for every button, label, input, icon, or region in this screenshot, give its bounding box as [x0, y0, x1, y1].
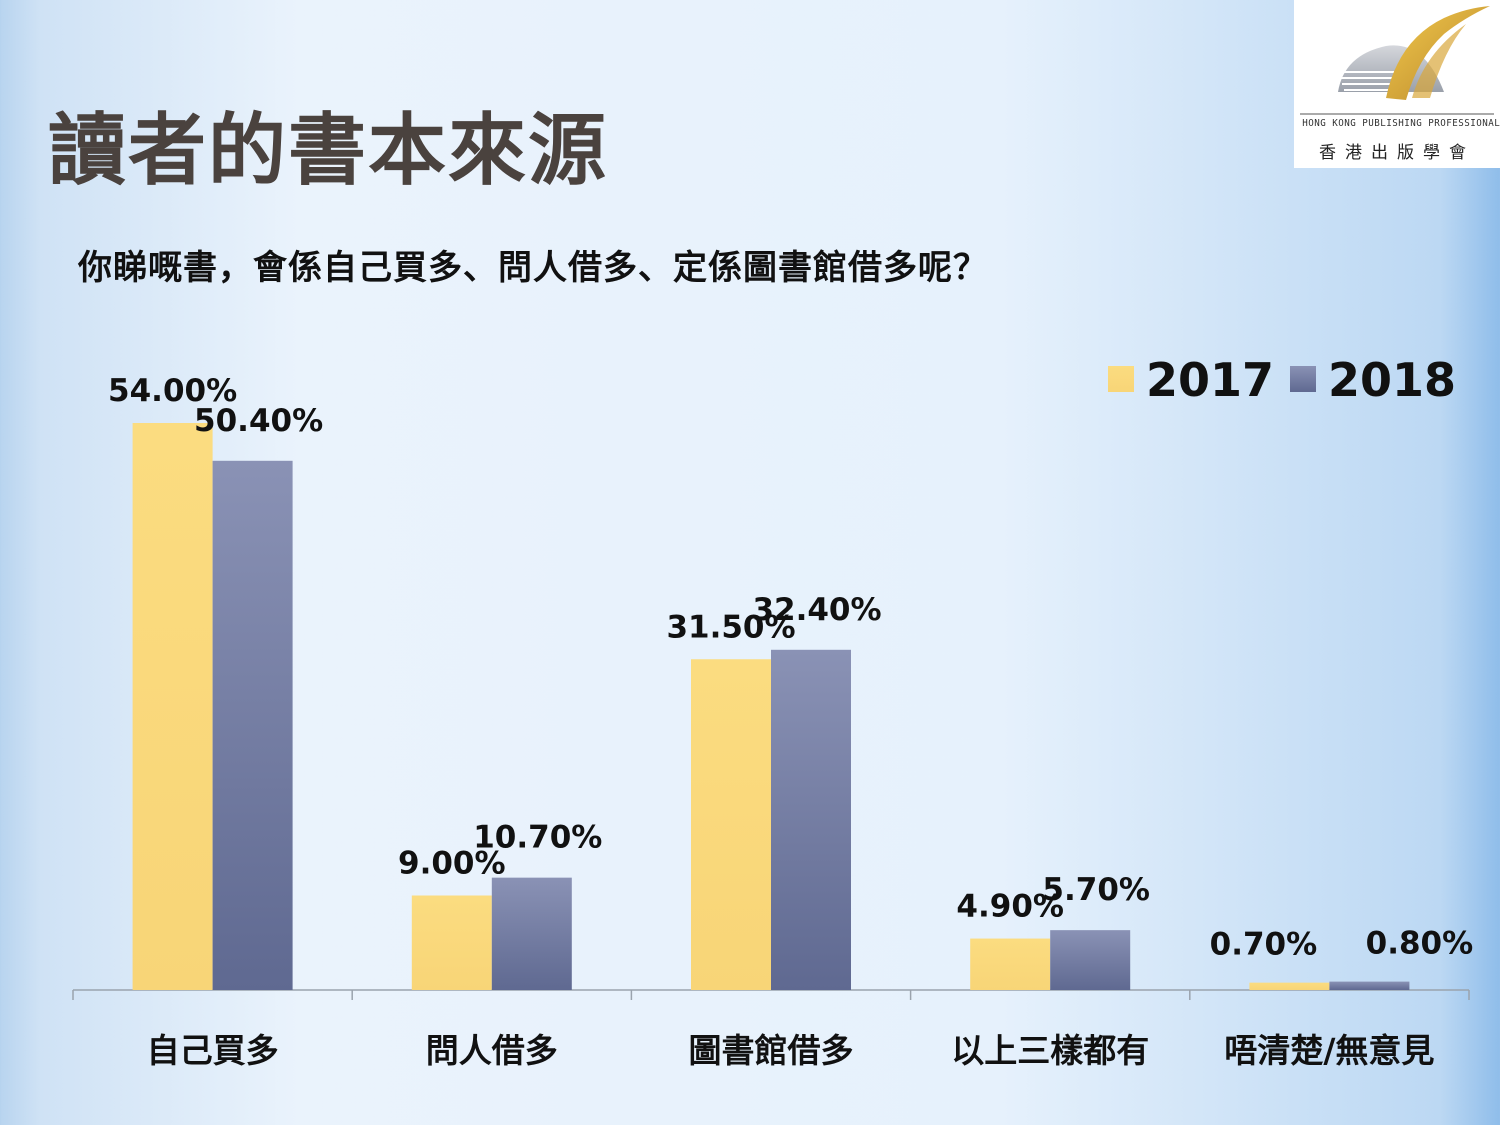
data-label-2017-2: 9.00% — [398, 846, 506, 882]
logo-english-name: HONG KONG PUBLISHING PROFESSIONALS SOCIE… — [1302, 118, 1500, 129]
data-label-2018-4: 5.70% — [1042, 872, 1150, 908]
bar-2017-5 — [1249, 982, 1330, 990]
bar-2017-1 — [132, 423, 213, 990]
category-label-2: 問人借多 — [426, 1031, 558, 1070]
data-label-2017-4: 4.90% — [956, 889, 1064, 925]
legend-label-2017: 2017 — [1146, 353, 1274, 407]
bar-2018-3 — [771, 649, 851, 990]
survey-question: 你睇嘅書，會係自己買多、問人借多、定係圖書館借多呢？ — [78, 248, 988, 288]
data-label-2018-2: 10.70% — [473, 820, 602, 856]
data-label-2018-3: 32.40% — [752, 592, 881, 628]
bar-2018-1 — [212, 460, 293, 990]
legend-label-2018: 2018 — [1328, 353, 1456, 407]
data-label-2018-5: 0.80% — [1366, 926, 1474, 962]
category-label-3: 圖書館借多 — [689, 1031, 854, 1070]
legend-swatch-2017 — [1108, 366, 1134, 392]
data-label-2017-5: 0.70% — [1210, 927, 1318, 963]
category-label-4: 以上三樣都有 — [951, 1031, 1149, 1070]
data-label-2018-1: 50.40% — [194, 403, 323, 439]
page-title: 讀者的書本來源 — [48, 106, 609, 196]
logo-emblem-icon — [1300, 6, 1494, 115]
logo: HONG KONG PUBLISHING PROFESSIONALS SOCIE… — [1294, 0, 1500, 168]
category-label-5: 唔清楚/無意見 — [1224, 1031, 1434, 1070]
legend-swatch-2018 — [1290, 366, 1316, 392]
data-label-2017-1: 54.00% — [108, 373, 237, 409]
bar-2018-5 — [1329, 981, 1410, 990]
bar-2017-3 — [691, 659, 771, 990]
bar-2018-4 — [1050, 930, 1131, 990]
bar-2018-2 — [491, 877, 572, 990]
data-label-2017-3: 31.50% — [666, 609, 795, 645]
category-label-1: 自己買多 — [147, 1031, 279, 1070]
bar-2017-4 — [970, 938, 1051, 990]
logo-chinese-name: 香港出版學會 — [1319, 143, 1475, 163]
bar-2017-2 — [411, 895, 492, 990]
